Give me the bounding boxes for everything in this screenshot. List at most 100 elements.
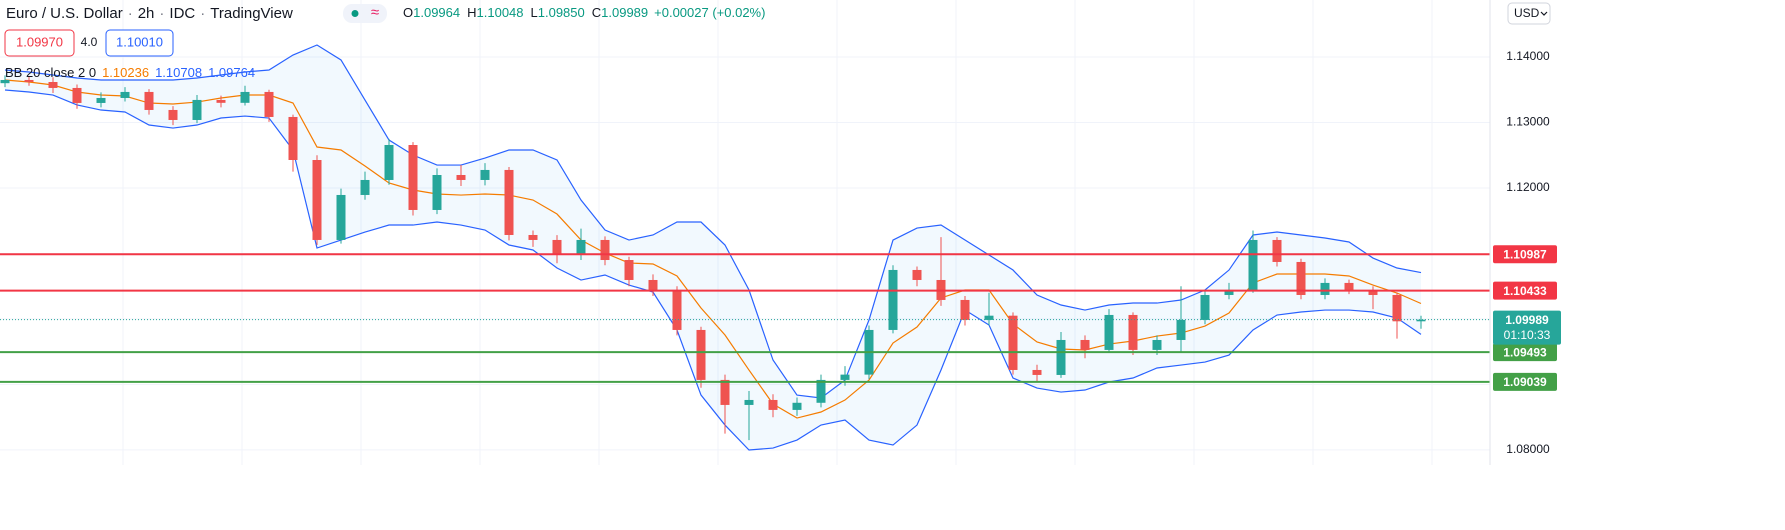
level-label: 1.10987	[1503, 247, 1547, 261]
candle-body	[216, 99, 226, 103]
candle-body	[504, 169, 514, 235]
ohlc-key: H	[467, 5, 476, 20]
candle-body	[888, 269, 898, 330]
ohlc-key: L	[531, 5, 538, 20]
sell-price: 1.09970	[16, 34, 63, 49]
level-label: 1.09039	[1503, 375, 1547, 389]
ohlc-key: C	[592, 5, 601, 20]
candle-body	[72, 87, 82, 103]
candle-body	[1224, 289, 1234, 295]
dropdown-chevron	[1540, 11, 1548, 16]
candle-body	[1320, 282, 1330, 295]
last-price-tag	[1493, 310, 1561, 345]
y-tick-label: 1.12000	[1506, 180, 1550, 194]
candle-body	[288, 116, 298, 160]
candle-body	[552, 239, 562, 255]
plot	[0, 44, 1490, 451]
header: Euro / U.S. Dollar · 2h · IDC · TradingView ≈ …	[4, 2, 1551, 80]
candle-body	[240, 91, 250, 103]
candle-body	[1032, 369, 1042, 375]
indicator-legend: BB 20 close 2 0 1.10236 1.10708 1.09764	[5, 65, 255, 80]
candle-body	[1008, 315, 1018, 370]
indicator-name: BB 20 close 2 0	[5, 65, 96, 80]
status-dot	[351, 10, 359, 17]
change: +0.00027 (+0.02%)	[654, 5, 765, 20]
candle-body	[624, 260, 634, 280]
candle-body	[1056, 339, 1066, 375]
candle-body	[264, 91, 274, 117]
ohlc-value: 1.09850	[538, 5, 585, 20]
band-line	[4, 89, 1422, 451]
indicator-value: 1.10236	[102, 65, 149, 80]
sell-button[interactable]	[4, 29, 75, 57]
candle-body	[1416, 319, 1426, 322]
candle-body	[744, 399, 754, 405]
candle-body	[144, 91, 154, 110]
candle-body	[1296, 261, 1306, 295]
candle-body	[312, 159, 322, 240]
symbol-title: Euro / U.S. Dollar · 2h · IDC · TradingView	[6, 5, 293, 22]
level-tag	[1493, 343, 1557, 362]
candle-body	[1200, 294, 1210, 320]
spread: 4.0	[81, 35, 98, 49]
ohlc-value: 1.09964	[413, 5, 460, 20]
indicator-value: 1.09764	[208, 65, 255, 80]
ohlc-value: 1.10048	[477, 5, 524, 20]
y-tick-label: 1.13000	[1506, 115, 1550, 129]
candle-body	[384, 145, 394, 180]
candle-body	[192, 99, 202, 120]
candle-body	[336, 194, 346, 240]
candle-body	[1344, 282, 1354, 290]
ohlc-value: 1.09989	[601, 5, 648, 20]
candle-body	[528, 234, 538, 240]
candle-body	[1128, 314, 1138, 350]
buy-button[interactable]	[105, 29, 174, 57]
status-icon: ≈	[371, 4, 379, 21]
candle-body	[120, 91, 130, 98]
candle-body	[696, 329, 706, 380]
candle-body	[456, 174, 466, 180]
candle-body	[984, 315, 994, 320]
last-price-label: 1.09989	[1505, 313, 1549, 327]
candle-body	[1152, 339, 1162, 350]
candle-body	[960, 299, 970, 320]
candle-body	[912, 269, 922, 280]
candle-body	[792, 402, 802, 410]
candle-body	[168, 109, 178, 120]
indicator-value: 1.10708	[155, 65, 202, 80]
candle-body	[1248, 239, 1258, 290]
candle-body	[720, 379, 730, 405]
candle-body	[360, 179, 370, 195]
currency-button[interactable]	[1507, 2, 1551, 25]
ohlc-key: O	[403, 5, 413, 20]
candle-body	[24, 79, 34, 82]
level-label: 1.10433	[1503, 284, 1547, 298]
candle-body	[648, 279, 658, 290]
band-line	[4, 44, 1422, 399]
candle-body	[816, 379, 826, 403]
y-tick-label: 1.14000	[1506, 49, 1550, 63]
candle-body	[408, 145, 418, 210]
candle-body	[480, 169, 490, 180]
separator: ·	[128, 5, 133, 22]
candle-body	[600, 239, 610, 261]
candle-body	[0, 79, 10, 84]
candle-body	[432, 174, 442, 210]
price-axis: 1.080001.090001.100001.110001.120001.130…	[1489, 0, 1561, 465]
interval: 2h	[138, 5, 155, 22]
separator: ·	[159, 5, 164, 22]
status-pill[interactable]	[343, 4, 387, 23]
candle-body	[768, 399, 778, 410]
candle-body	[1272, 239, 1282, 262]
symbol: Euro / U.S. Dollar	[6, 5, 123, 22]
candle-body	[1368, 289, 1378, 295]
exchange: IDC	[169, 5, 195, 22]
candle-body	[48, 81, 58, 88]
candle-body	[672, 289, 682, 330]
buy-price: 1.10010	[116, 34, 163, 49]
candle-body	[1176, 319, 1186, 340]
separator: ·	[200, 5, 205, 22]
